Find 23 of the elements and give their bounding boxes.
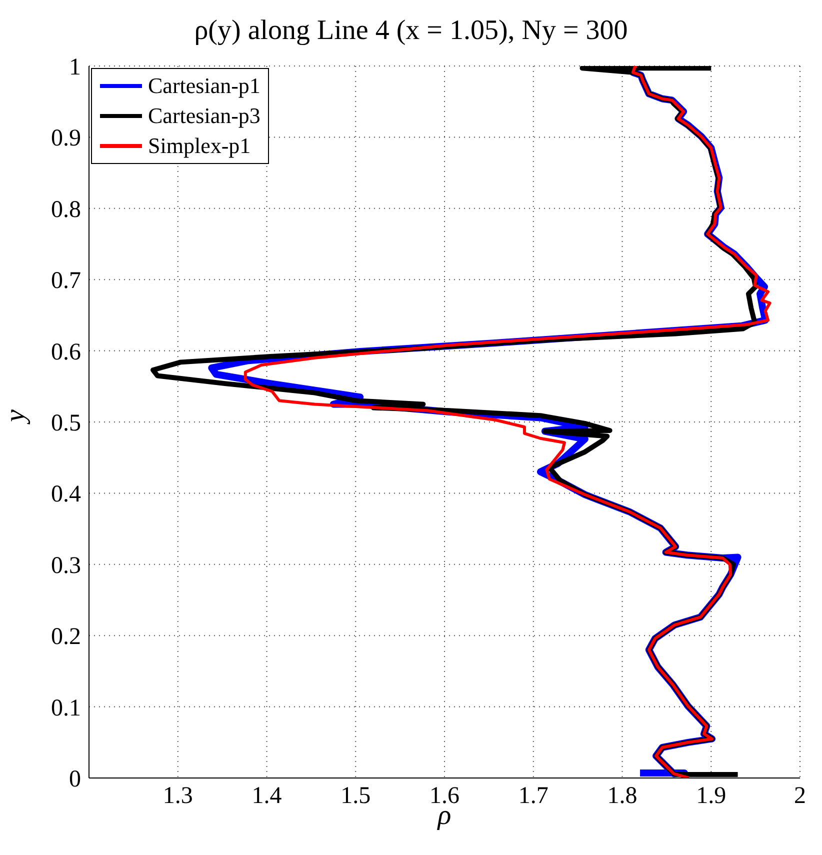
y-tick-label: 0.4 — [51, 482, 81, 508]
y-tick-label: 0.1 — [51, 695, 81, 722]
y-tick-label: 0.8 — [51, 196, 81, 223]
chart-title: ρ(y) along Line 4 (x = 1.05), Ny = 300 — [194, 15, 628, 46]
y-tick-label: 0.3 — [51, 552, 81, 579]
y-tick-label: 1 — [69, 54, 81, 81]
y-axis-title: y — [0, 409, 31, 425]
x-tick-label: 2 — [794, 783, 806, 810]
x-tick-label: 1.4 — [252, 783, 282, 810]
x-tick-label: 1.8 — [607, 783, 638, 810]
legend-label: Simplex-p1 — [148, 132, 251, 160]
legend-label: Cartesian-p1 — [148, 72, 260, 100]
y-tick-label: 0 — [69, 766, 81, 793]
x-tick-label: 1.7 — [518, 783, 548, 810]
y-tick-label: 0.2 — [51, 624, 81, 650]
x-tick-label: 1.3 — [162, 783, 193, 810]
legend-label: Cartesian-p3 — [148, 102, 260, 130]
y-tick-label: 0.9 — [51, 126, 81, 152]
x-tick-label: 1.9 — [696, 783, 726, 810]
y-tick-label: 0.6 — [51, 339, 81, 366]
y-tick-label: 0.7 — [51, 268, 81, 294]
y-tick-label: 0.5 — [51, 410, 81, 437]
x-tick-label: 1.5 — [340, 783, 371, 810]
